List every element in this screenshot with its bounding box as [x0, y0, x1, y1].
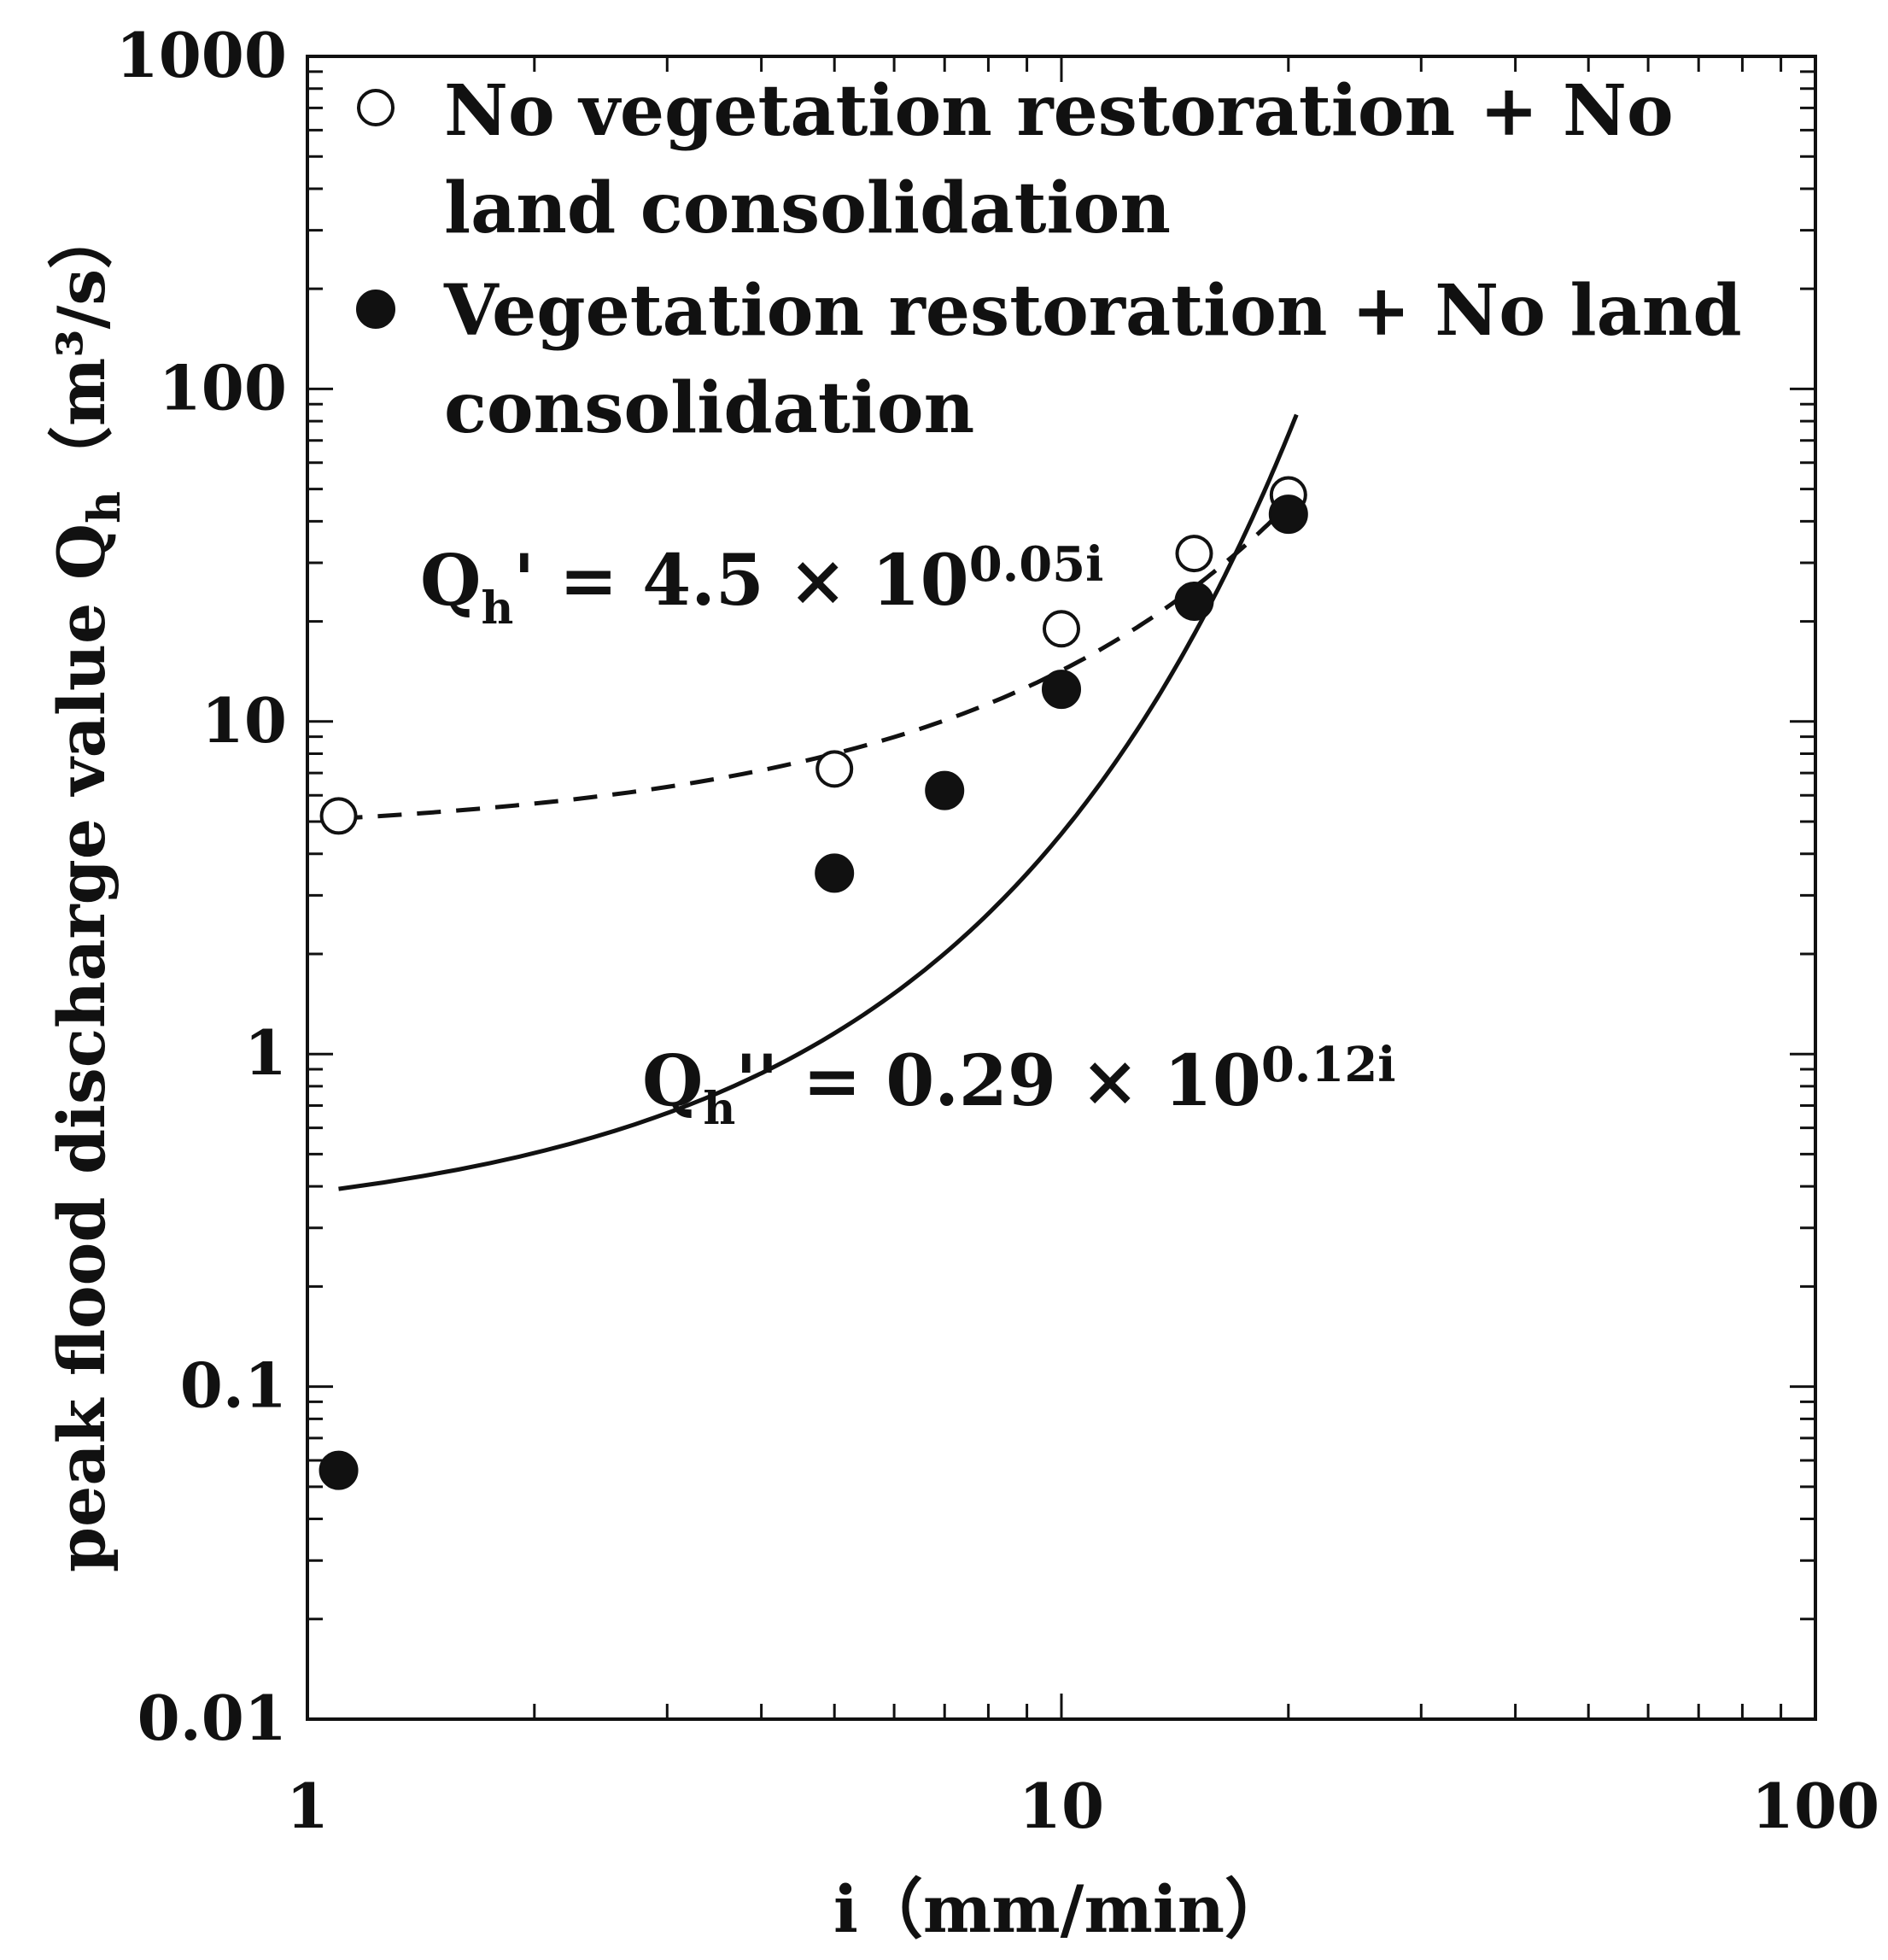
eq2-sub: h: [703, 1083, 735, 1135]
legend-label-series-1-line-2: land consolidation: [444, 167, 1171, 249]
legend-label-series-1-line-1: No vegetation restoration + No: [444, 70, 1674, 152]
open-circle-point: [319, 797, 358, 835]
eq1-rest: ' = 4.5 × 10: [513, 540, 968, 622]
x-tick-label: 100: [1751, 1770, 1879, 1842]
open-circle-point: [815, 750, 854, 788]
x-axis: 1 10 100: [286, 1770, 1879, 1842]
legend: No vegetation restoration + No land cons…: [356, 70, 1742, 449]
x-tick-label: 10: [1019, 1770, 1104, 1842]
y-tick-label: 0.01: [137, 1682, 287, 1754]
y-tick-label: 1: [244, 1016, 287, 1089]
data-markers: [319, 476, 1308, 1490]
eq1-sup: 0.05i: [969, 536, 1104, 593]
filled-circle-point: [319, 1450, 359, 1490]
y-tick-label: 100: [159, 351, 287, 424]
filled-circle-point: [1042, 670, 1081, 710]
y-axis: 0.01 0.1 1 10 100 1000: [116, 19, 287, 1754]
filled-circle-point: [815, 853, 855, 893]
equation-solid-fit: Qh'' = 0.29 × 100.12i: [642, 1037, 1396, 1135]
filled-circle-point: [925, 770, 965, 810]
legend-open-circle-marker: [357, 89, 395, 126]
x-axis-title: i（mm/min）: [833, 1871, 1289, 1947]
eq2-sup: 0.12i: [1261, 1037, 1396, 1093]
eq1-base: Q: [420, 540, 481, 622]
equation-dashed-fit: Qh' = 4.5 × 100.05i: [420, 536, 1103, 635]
y-axis-title: peak flood discharge value Qh（m³/s）: [44, 204, 131, 1572]
open-circle-point: [1175, 535, 1213, 573]
filled-circle-point: [1174, 581, 1214, 621]
eq1-sub: h: [481, 582, 513, 635]
eq2-base: Q: [642, 1040, 703, 1122]
y-tick-label: 1000: [116, 19, 287, 91]
fit-lines: [338, 413, 1299, 1191]
legend-filled-circle-marker: [356, 290, 395, 329]
open-circle-point: [1043, 610, 1080, 648]
solid-fit-curve: [338, 413, 1299, 1191]
legend-label-series-2-line-1: Vegetation restoration + No land: [443, 270, 1742, 352]
y-tick-label: 0.1: [180, 1349, 287, 1422]
eq2-rest: '' = 0.29 × 10: [735, 1040, 1261, 1122]
x-tick-label: 1: [286, 1770, 329, 1842]
filled-circle-point: [1268, 494, 1308, 535]
plot-frame: [306, 55, 1817, 1721]
y-axis-title-sub: h: [79, 491, 131, 524]
y-axis-title-main: peak flood discharge value Q: [44, 524, 120, 1572]
y-tick-label: 10: [202, 684, 287, 757]
y-axis-title-units: （m³/s）: [44, 204, 120, 491]
legend-label-series-2-line-2: consolidation: [444, 367, 974, 449]
